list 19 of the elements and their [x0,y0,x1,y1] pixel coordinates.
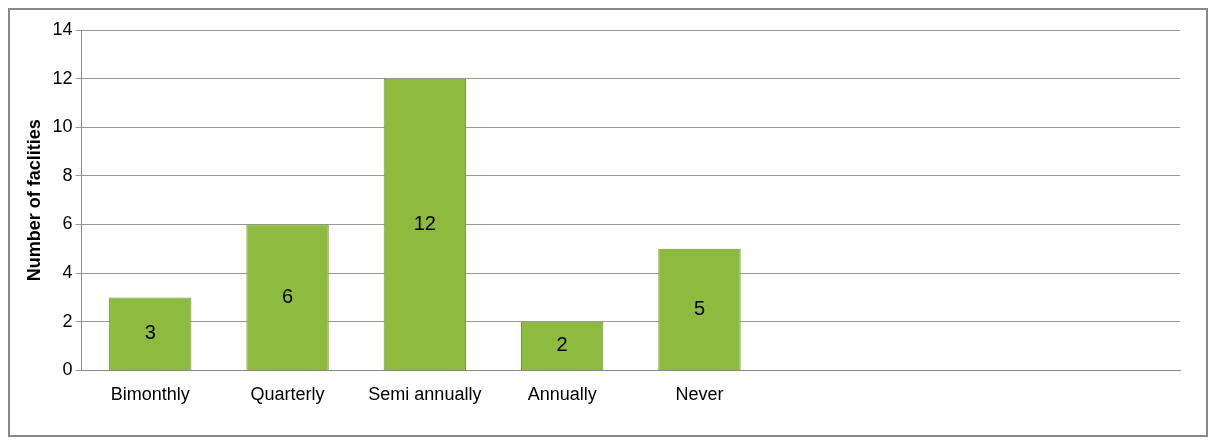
x-tick-label: Bimonthly [110,384,190,405]
y-tick-label: 0 [62,359,73,380]
y-tick-label: 14 [52,18,73,39]
x-tick-label: Never [675,384,724,405]
x-tick-label: Quarterly [250,384,325,405]
y-tick-label: 4 [62,262,73,283]
data-label: 3 [144,321,156,344]
y-tick-label: 6 [62,213,73,234]
y-tick-label: 2 [62,310,73,331]
data-label: 12 [413,211,436,234]
y-tick-label: 8 [62,164,73,185]
y-tick-label: 12 [52,67,73,88]
x-tick-label: Semi annually [368,384,482,405]
x-tick-label: Annually [527,384,597,405]
y-axis-title: Number of faclities [23,119,44,282]
data-label: 5 [693,296,706,319]
data-label: 2 [556,333,568,356]
y-tick-label: 10 [52,116,73,137]
data-label: 6 [282,284,294,307]
